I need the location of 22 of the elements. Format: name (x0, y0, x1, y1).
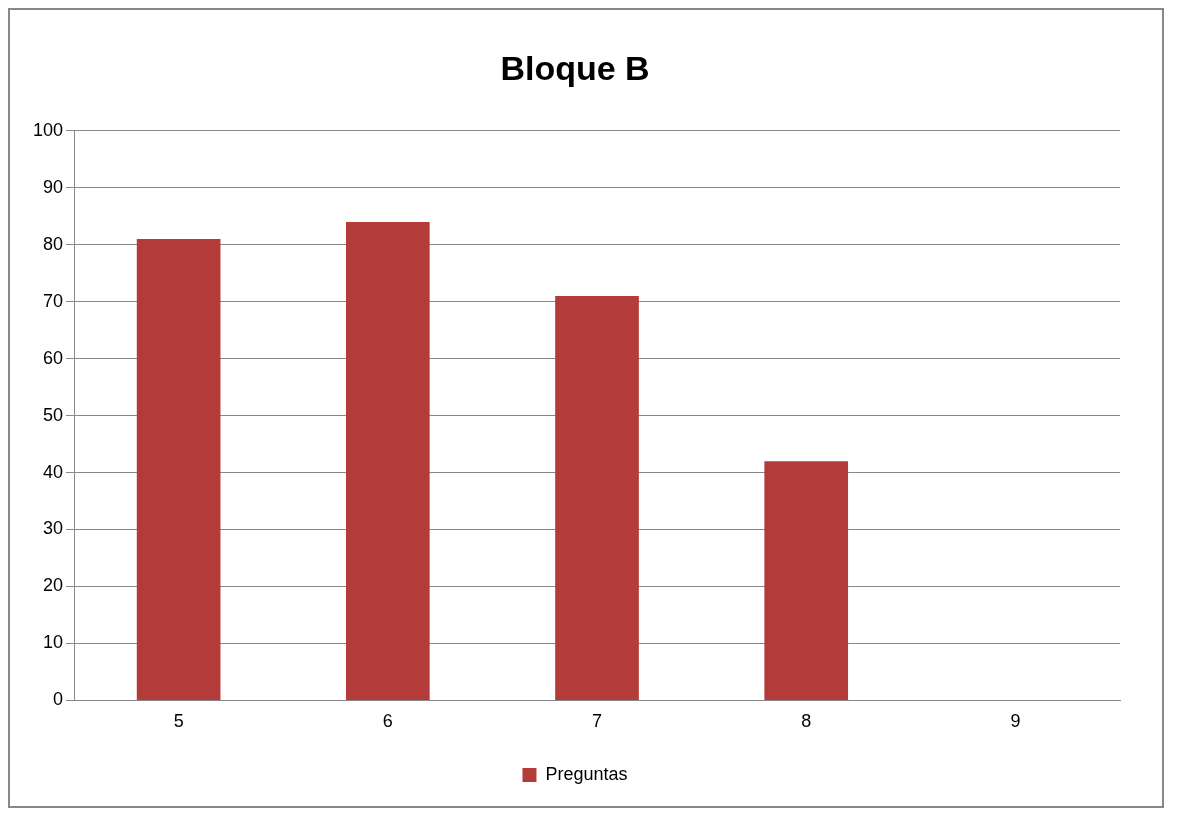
x-tick-label: 7 (592, 711, 603, 732)
y-tick-label: 80 (43, 233, 64, 254)
x-tick-label: 8 (801, 711, 812, 732)
bar (555, 295, 639, 700)
y-tick-label: 30 (43, 518, 64, 539)
y-tick-label: 90 (43, 176, 64, 197)
x-tick-label: 5 (173, 711, 184, 732)
y-tick-label: 100 (32, 119, 64, 140)
x-tick-label: 9 (1010, 711, 1021, 732)
chart-title: Bloque B (500, 48, 650, 87)
y-tick-label: 20 (43, 575, 64, 596)
bar (764, 461, 849, 700)
legend-label: Preguntas (545, 763, 628, 784)
y-tick-label: 70 (43, 290, 64, 311)
bar (345, 221, 430, 700)
bar (136, 239, 221, 700)
y-tick-label: 0 (53, 689, 64, 710)
y-tick-label: 60 (43, 347, 64, 368)
y-tick-label: 50 (43, 404, 64, 425)
y-tick-label: 10 (43, 632, 64, 653)
y-tick-label: 40 (43, 461, 64, 482)
x-tick-label: 6 (382, 711, 393, 732)
